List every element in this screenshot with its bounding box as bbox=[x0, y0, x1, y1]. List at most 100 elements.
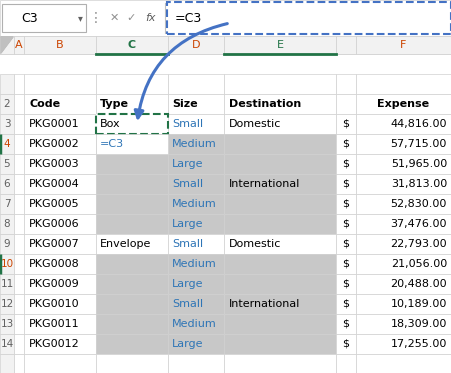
Bar bbox=[224, 214, 336, 234]
Bar bbox=[24, 334, 96, 354]
Text: $: $ bbox=[342, 219, 350, 229]
Bar bbox=[224, 254, 336, 274]
Bar bbox=[24, 274, 96, 294]
Bar bbox=[168, 334, 224, 354]
Bar bbox=[0, 294, 14, 314]
Text: 44,816.00: 44,816.00 bbox=[391, 119, 447, 129]
Text: $: $ bbox=[342, 199, 350, 209]
Bar bbox=[336, 214, 356, 234]
Bar bbox=[167, 2, 451, 34]
Bar bbox=[0, 334, 14, 354]
Bar bbox=[2, 4, 86, 32]
Bar bbox=[96, 254, 168, 274]
Bar bbox=[356, 294, 451, 314]
Text: 37,476.00: 37,476.00 bbox=[391, 219, 447, 229]
Bar bbox=[96, 174, 168, 194]
Text: 3: 3 bbox=[4, 119, 10, 129]
Bar bbox=[96, 134, 168, 154]
Text: $: $ bbox=[342, 299, 350, 309]
Text: Destination: Destination bbox=[229, 99, 301, 109]
Bar bbox=[356, 134, 451, 154]
Bar bbox=[24, 94, 96, 114]
Bar bbox=[0, 214, 14, 234]
Bar bbox=[0, 194, 14, 214]
Text: C: C bbox=[128, 40, 136, 50]
Text: Small: Small bbox=[172, 119, 203, 129]
Bar bbox=[168, 36, 224, 54]
Bar bbox=[14, 114, 24, 134]
Bar bbox=[96, 36, 168, 54]
Bar bbox=[0, 354, 14, 373]
Bar bbox=[96, 134, 168, 154]
Text: ✕: ✕ bbox=[109, 13, 119, 23]
Text: PKG0011: PKG0011 bbox=[29, 319, 80, 329]
Text: PKG0007: PKG0007 bbox=[29, 239, 80, 249]
Bar bbox=[168, 254, 224, 274]
Bar bbox=[356, 214, 451, 234]
Bar bbox=[0, 114, 14, 134]
Bar bbox=[224, 36, 336, 54]
Bar bbox=[24, 194, 96, 214]
Bar bbox=[0, 94, 14, 114]
Bar bbox=[0, 134, 14, 154]
Text: Large: Large bbox=[172, 219, 203, 229]
Bar bbox=[224, 74, 336, 94]
Text: 10: 10 bbox=[0, 259, 14, 269]
Text: 7: 7 bbox=[4, 199, 10, 209]
Bar bbox=[224, 234, 336, 254]
Bar bbox=[168, 154, 224, 174]
Bar bbox=[224, 194, 336, 214]
Bar bbox=[168, 94, 224, 114]
Bar bbox=[96, 114, 168, 134]
Bar bbox=[168, 274, 224, 294]
Bar bbox=[224, 294, 336, 314]
Bar bbox=[0, 36, 14, 54]
Text: Small: Small bbox=[172, 179, 203, 189]
Text: Small: Small bbox=[172, 299, 203, 309]
Bar bbox=[224, 174, 336, 194]
Text: 10,189.00: 10,189.00 bbox=[391, 299, 447, 309]
Bar bbox=[24, 354, 96, 373]
Text: Size: Size bbox=[172, 99, 198, 109]
Bar bbox=[14, 354, 24, 373]
Bar bbox=[14, 314, 24, 334]
Bar bbox=[14, 334, 24, 354]
Bar bbox=[356, 154, 451, 174]
Bar bbox=[24, 134, 96, 154]
Bar bbox=[96, 274, 168, 294]
Bar bbox=[96, 214, 168, 234]
Bar bbox=[96, 194, 168, 214]
Bar bbox=[0, 0, 451, 36]
Text: $: $ bbox=[342, 279, 350, 289]
Text: A: A bbox=[15, 40, 23, 50]
Bar bbox=[0, 314, 14, 334]
Bar bbox=[356, 74, 451, 94]
Bar bbox=[168, 114, 224, 134]
Text: 17,255.00: 17,255.00 bbox=[391, 339, 447, 349]
Bar bbox=[14, 234, 24, 254]
Bar bbox=[336, 334, 356, 354]
Text: 18,309.00: 18,309.00 bbox=[391, 319, 447, 329]
Text: Large: Large bbox=[172, 159, 203, 169]
Text: 52,830.00: 52,830.00 bbox=[391, 199, 447, 209]
Text: Small: Small bbox=[172, 239, 203, 249]
Text: 2: 2 bbox=[4, 99, 10, 109]
Text: 31,813.00: 31,813.00 bbox=[391, 179, 447, 189]
Bar bbox=[224, 134, 336, 154]
Bar bbox=[168, 134, 224, 154]
Bar bbox=[0, 254, 14, 274]
Text: $: $ bbox=[342, 239, 350, 249]
Bar bbox=[14, 194, 24, 214]
Bar bbox=[24, 234, 96, 254]
Bar bbox=[0, 274, 14, 294]
Bar bbox=[14, 214, 24, 234]
Bar bbox=[24, 294, 96, 314]
Bar bbox=[224, 354, 336, 373]
Bar bbox=[336, 114, 356, 134]
Text: PKG0005: PKG0005 bbox=[29, 199, 80, 209]
Bar bbox=[96, 94, 168, 114]
Bar bbox=[336, 234, 356, 254]
Text: F: F bbox=[400, 40, 407, 50]
Text: $: $ bbox=[342, 159, 350, 169]
Text: $: $ bbox=[342, 179, 350, 189]
